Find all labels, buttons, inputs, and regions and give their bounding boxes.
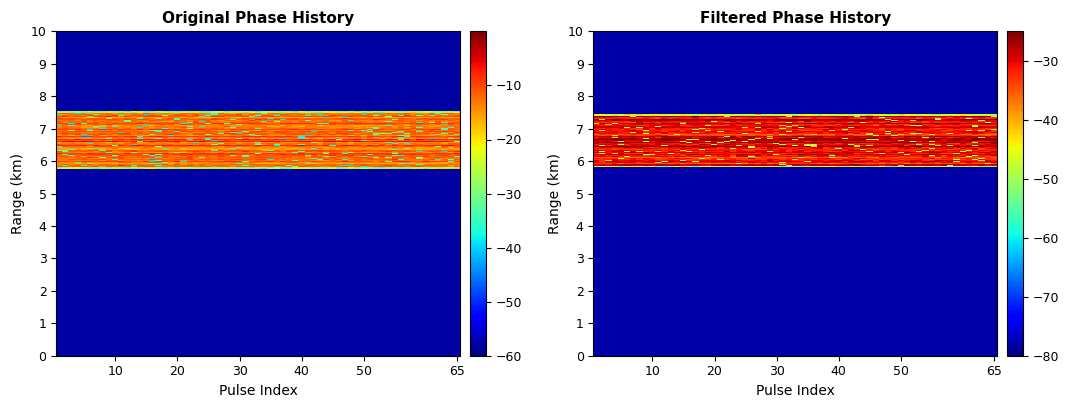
- Title: Original Phase History: Original Phase History: [163, 11, 355, 26]
- Y-axis label: Range (km): Range (km): [11, 153, 25, 234]
- X-axis label: Pulse Index: Pulse Index: [218, 384, 298, 398]
- X-axis label: Pulse Index: Pulse Index: [756, 384, 835, 398]
- Y-axis label: Range (km): Range (km): [548, 153, 562, 234]
- Title: Filtered Phase History: Filtered Phase History: [699, 11, 891, 26]
